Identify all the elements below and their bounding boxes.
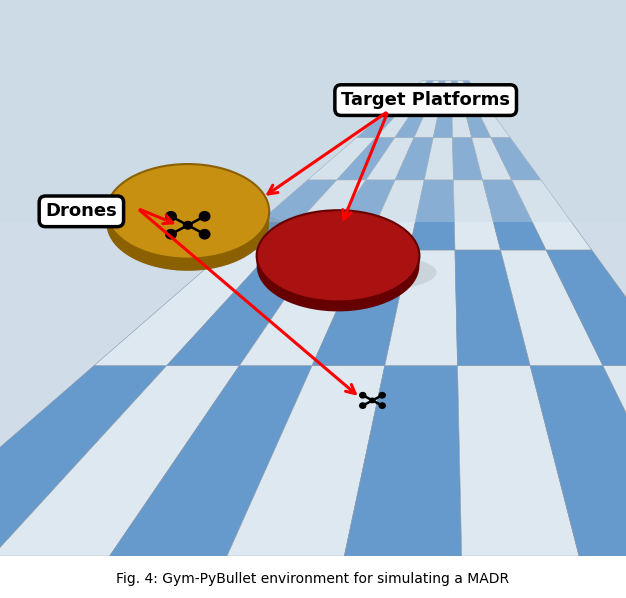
Polygon shape [429, 81, 439, 86]
Polygon shape [459, 86, 471, 96]
Polygon shape [453, 138, 483, 180]
Text: Fig. 4: Gym-PyBullet environment for simulating a MADR: Fig. 4: Gym-PyBullet environment for sim… [116, 572, 510, 586]
Circle shape [379, 403, 385, 408]
Circle shape [379, 392, 385, 398]
Polygon shape [478, 112, 510, 138]
Polygon shape [461, 96, 478, 112]
Circle shape [166, 230, 176, 239]
Polygon shape [409, 180, 455, 250]
Polygon shape [451, 96, 465, 112]
Polygon shape [444, 81, 451, 86]
Polygon shape [273, 180, 366, 250]
Circle shape [200, 230, 210, 239]
Circle shape [183, 221, 192, 229]
Circle shape [360, 392, 366, 398]
Ellipse shape [257, 210, 419, 301]
Polygon shape [364, 180, 424, 250]
Polygon shape [471, 138, 511, 180]
Polygon shape [455, 250, 530, 365]
Polygon shape [0, 365, 240, 556]
Circle shape [360, 403, 366, 408]
Ellipse shape [106, 164, 269, 258]
Polygon shape [167, 250, 318, 365]
Circle shape [200, 212, 210, 221]
Polygon shape [94, 250, 273, 365]
Polygon shape [465, 112, 491, 138]
Polygon shape [426, 96, 442, 112]
Circle shape [370, 398, 375, 402]
Polygon shape [386, 96, 414, 112]
Polygon shape [530, 365, 626, 556]
Polygon shape [546, 250, 626, 365]
Polygon shape [404, 86, 423, 96]
Polygon shape [433, 86, 444, 96]
Polygon shape [414, 86, 429, 96]
Polygon shape [257, 256, 419, 312]
Polygon shape [423, 81, 434, 86]
Polygon shape [395, 138, 433, 180]
Polygon shape [466, 86, 480, 96]
Polygon shape [308, 138, 376, 180]
Ellipse shape [116, 208, 291, 255]
Polygon shape [458, 365, 579, 556]
Polygon shape [437, 81, 446, 86]
Polygon shape [423, 86, 437, 96]
Polygon shape [318, 180, 395, 250]
Polygon shape [227, 180, 337, 250]
Text: Target Platforms: Target Platforms [341, 91, 510, 109]
Polygon shape [413, 96, 433, 112]
Polygon shape [439, 96, 452, 112]
Polygon shape [385, 250, 458, 365]
Polygon shape [424, 138, 453, 180]
Circle shape [166, 212, 176, 221]
Polygon shape [451, 81, 459, 86]
Polygon shape [453, 180, 501, 250]
Polygon shape [483, 180, 546, 250]
Polygon shape [0, 365, 167, 556]
Polygon shape [312, 250, 409, 365]
Polygon shape [227, 365, 385, 556]
Polygon shape [511, 180, 592, 250]
Polygon shape [471, 96, 491, 112]
Polygon shape [463, 81, 473, 86]
Polygon shape [357, 112, 399, 138]
Polygon shape [337, 138, 395, 180]
Polygon shape [442, 86, 451, 96]
Polygon shape [451, 86, 461, 96]
Polygon shape [110, 365, 312, 556]
Polygon shape [0, 0, 626, 556]
Polygon shape [452, 112, 471, 138]
Polygon shape [376, 112, 413, 138]
Polygon shape [106, 211, 269, 271]
Polygon shape [491, 138, 541, 180]
Polygon shape [344, 365, 461, 556]
Polygon shape [433, 112, 453, 138]
Ellipse shape [265, 252, 437, 293]
Polygon shape [603, 365, 626, 556]
Polygon shape [414, 112, 439, 138]
Polygon shape [240, 250, 364, 365]
Polygon shape [0, 0, 626, 222]
Polygon shape [395, 112, 426, 138]
Polygon shape [415, 81, 428, 86]
Polygon shape [399, 96, 423, 112]
Text: Drones: Drones [46, 202, 117, 220]
Polygon shape [501, 250, 603, 365]
Polygon shape [366, 138, 414, 180]
Polygon shape [457, 81, 466, 86]
